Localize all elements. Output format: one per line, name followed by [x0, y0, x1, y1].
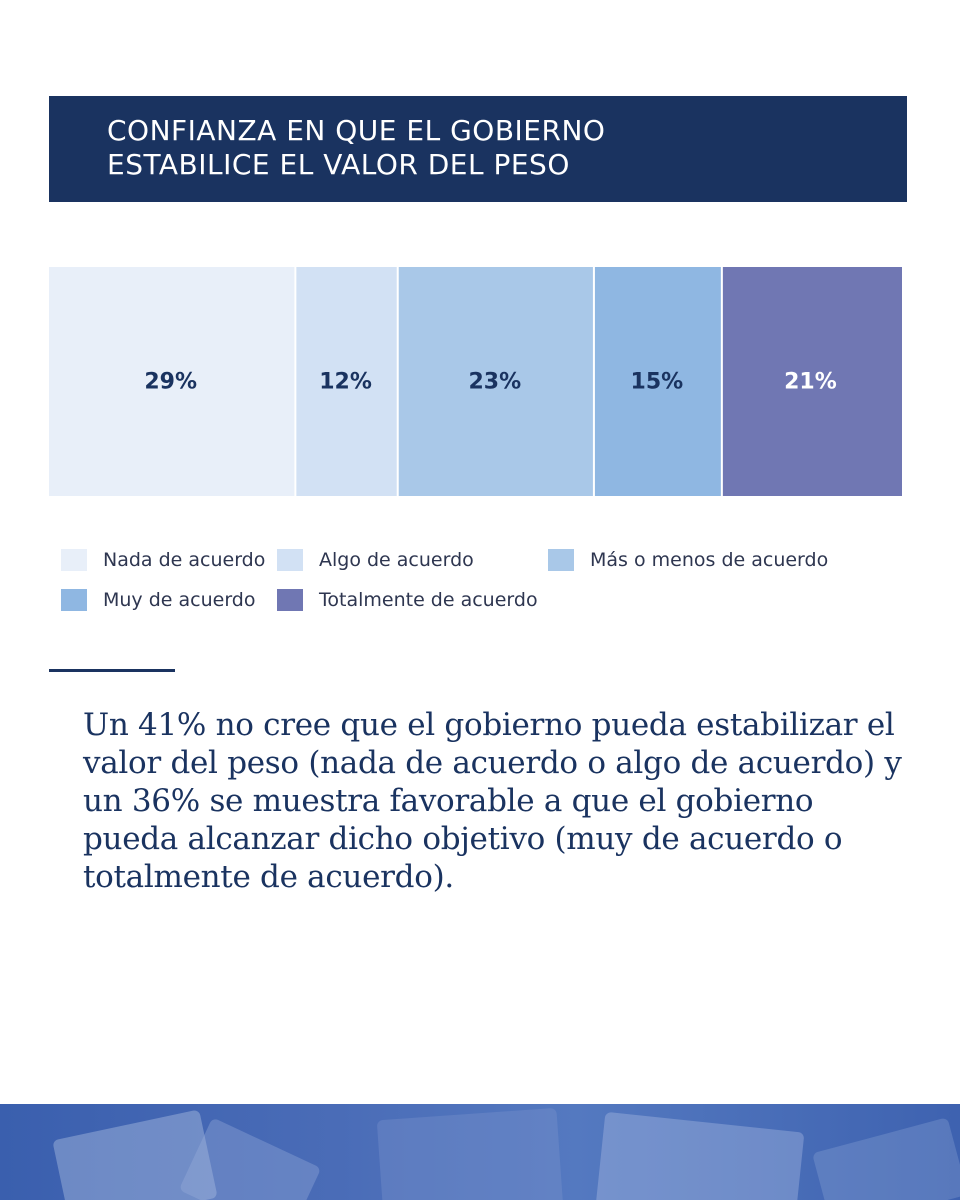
stacked-bar-chart: 29% 12% 23% 15% 21% — [49, 267, 902, 496]
title-banner: CONFIANZA EN QUE EL GOBIERNO ESTABILICE … — [49, 96, 907, 202]
legend-item-totalmente: Totalmente de acuerdo — [277, 587, 538, 613]
summary-text: Un 41% no cree que el gobierno pueda est… — [83, 707, 902, 895]
banknote-shape — [376, 1107, 564, 1200]
legend-swatch-muy — [61, 589, 87, 611]
legend-swatch-nada — [61, 549, 87, 571]
legend-label-mas-o-menos: Más o menos de acuerdo — [590, 549, 829, 571]
legend-item-mas-o-menos: Más o menos de acuerdo — [548, 547, 828, 573]
bar-segment-5 — [722, 267, 902, 496]
footer-banknote-banner — [0, 1104, 960, 1200]
legend-label-muy: Muy de acuerdo — [103, 589, 256, 611]
data-label-1: 29% — [144, 370, 197, 395]
bar-segment-4 — [594, 267, 721, 496]
data-label-4: 15% — [631, 370, 684, 395]
legend-item-muy: Muy de acuerdo — [61, 587, 256, 613]
legend-label-totalmente: Totalmente de acuerdo — [319, 589, 538, 611]
title-line-1: CONFIANZA EN QUE EL GOBIERNO — [107, 114, 606, 147]
chart-svg: 29% 12% 23% 15% 21% — [49, 267, 902, 496]
legend-label-nada: Nada de acuerdo — [103, 549, 266, 571]
data-label-2: 12% — [319, 370, 372, 395]
legend-item-nada: Nada de acuerdo — [61, 547, 265, 573]
bar-segment-1 — [49, 267, 295, 496]
banknote-shape — [812, 1117, 960, 1200]
page-title: CONFIANZA EN QUE EL GOBIERNO ESTABILICE … — [107, 114, 867, 182]
data-label-3: 23% — [468, 370, 521, 395]
legend-label-algo: Algo de acuerdo — [319, 549, 474, 571]
section-divider — [49, 669, 175, 672]
legend-swatch-algo — [277, 549, 303, 571]
bar-segment-2 — [296, 267, 397, 496]
title-line-2: ESTABILICE EL VALOR DEL PESO — [107, 148, 570, 181]
legend-swatch-totalmente — [277, 589, 303, 611]
banknote-shape — [595, 1111, 805, 1200]
bar-segment-3 — [398, 267, 593, 496]
legend-item-algo: Algo de acuerdo — [277, 547, 474, 573]
legend-swatch-mas-o-menos — [548, 549, 574, 571]
data-label-5: 21% — [784, 370, 837, 395]
